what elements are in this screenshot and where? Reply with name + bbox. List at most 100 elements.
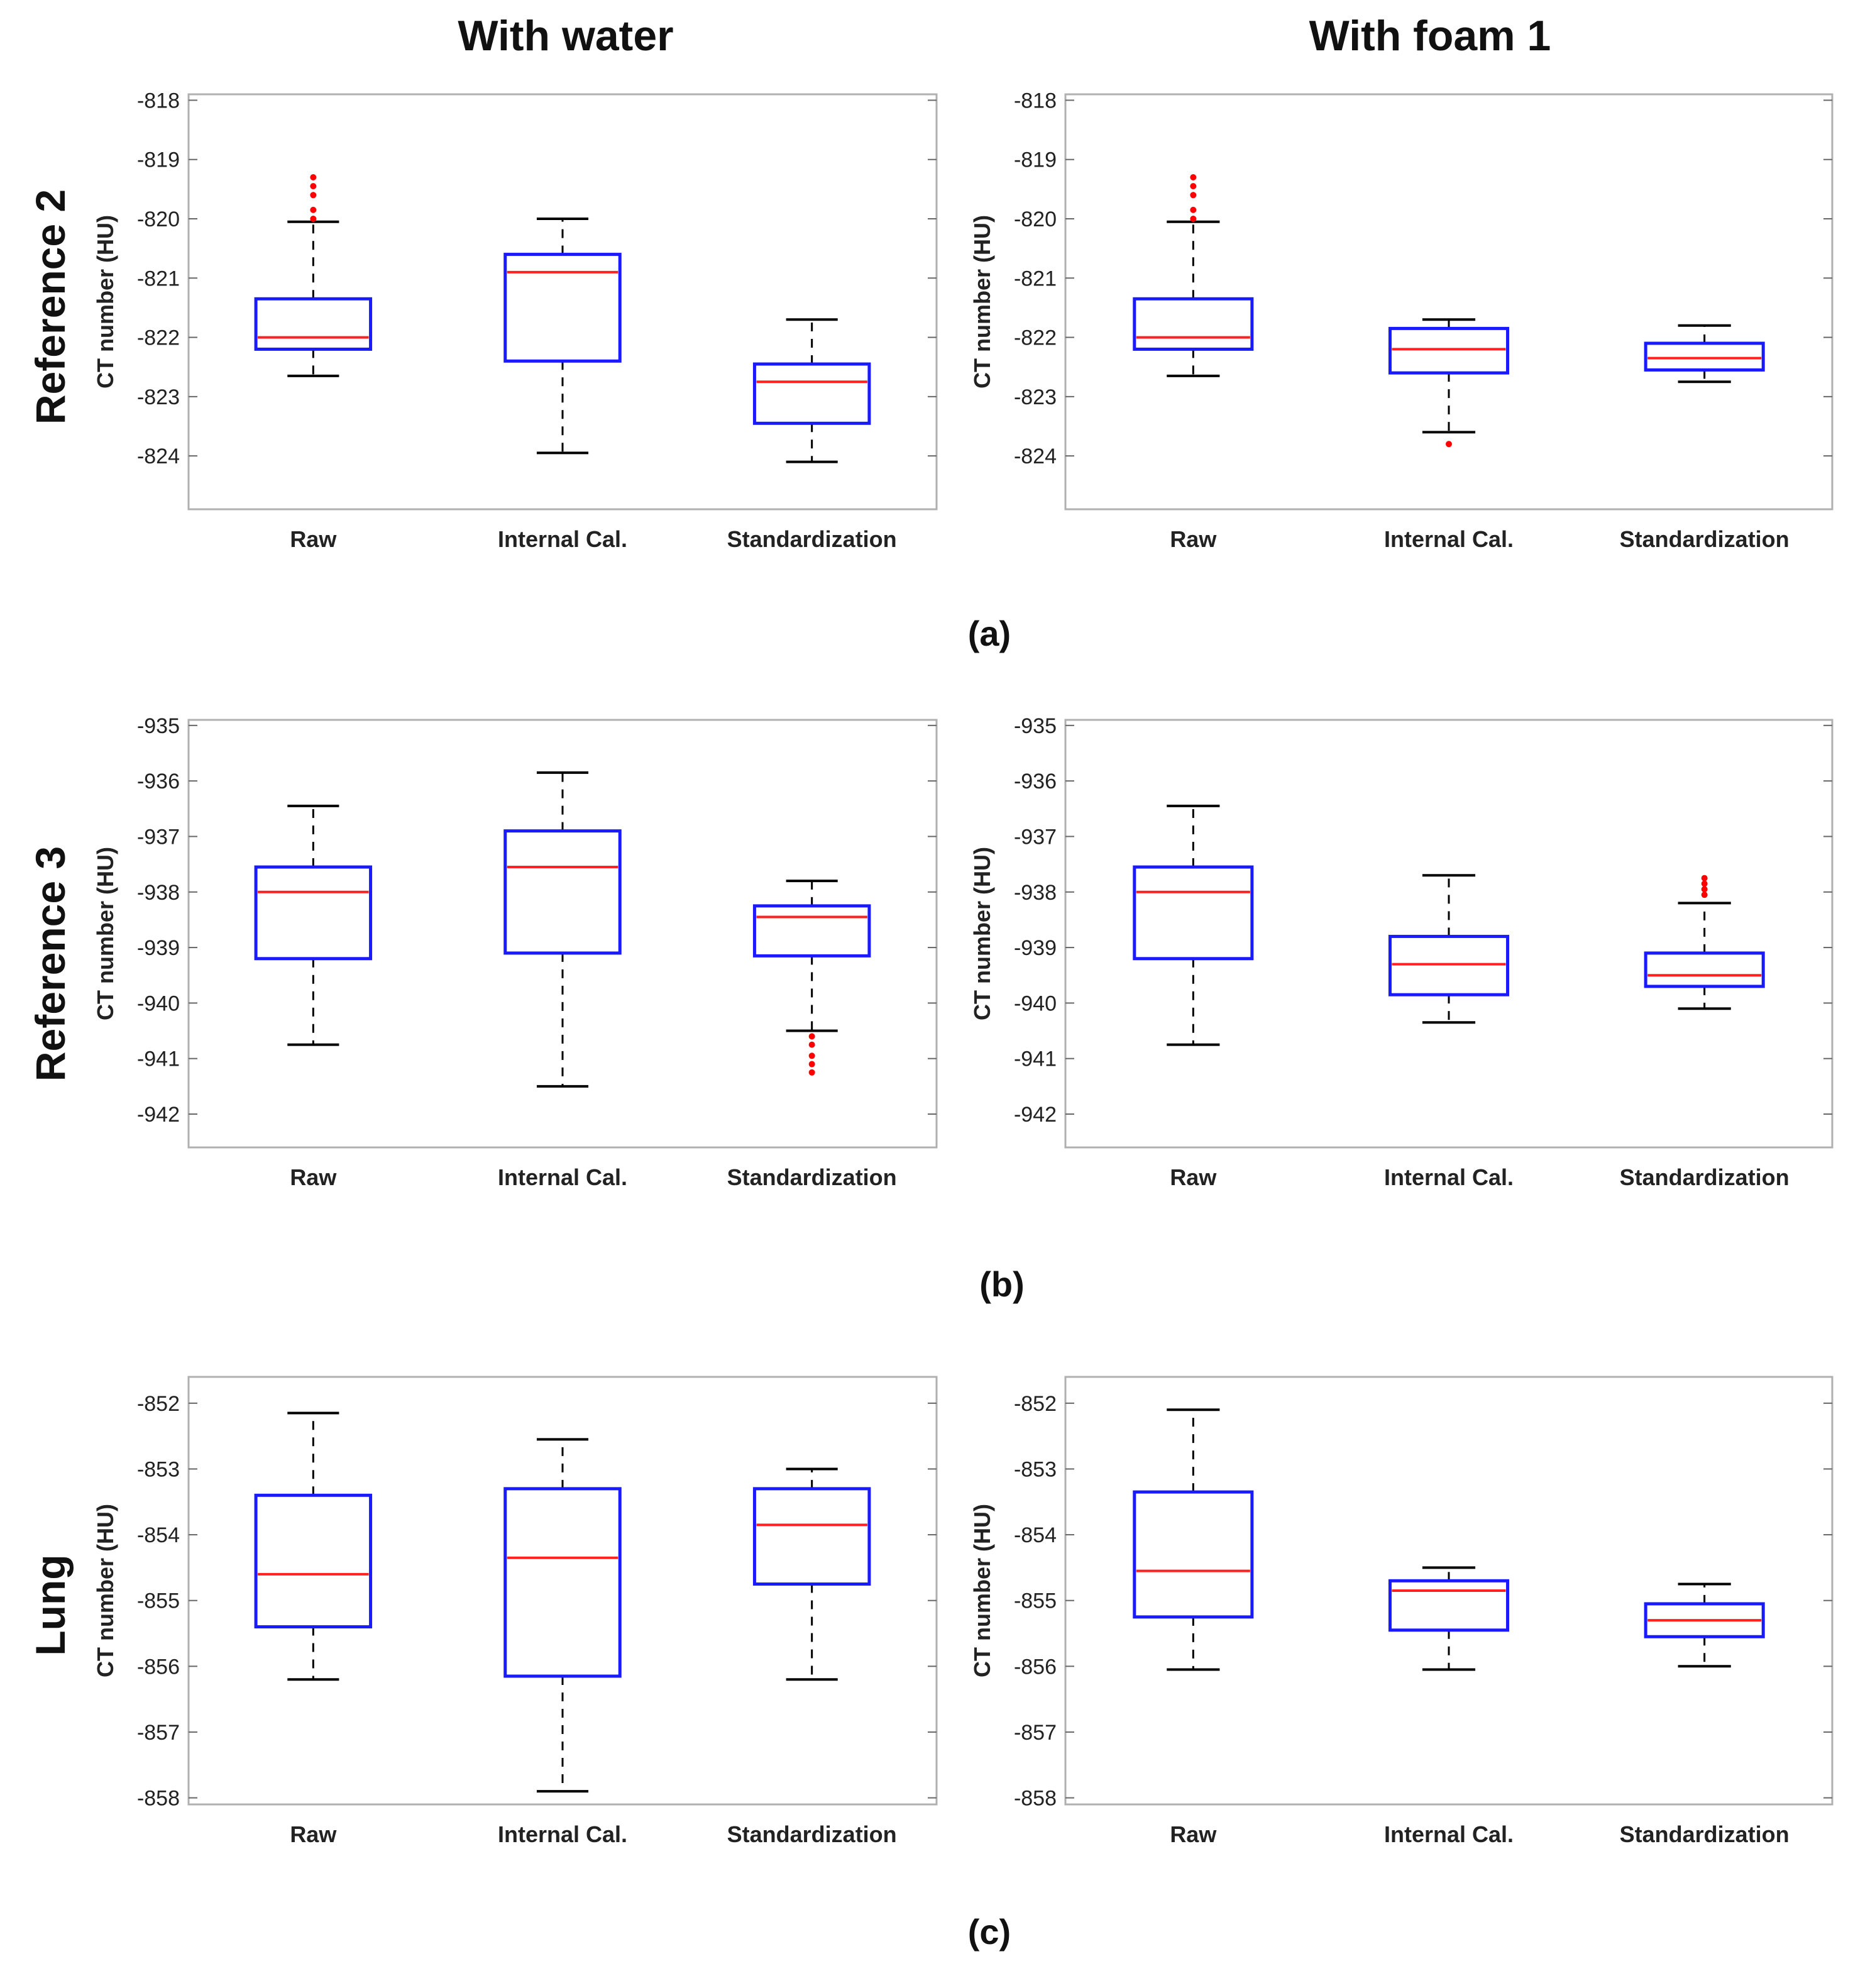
box-internal-cal [1388,318,1510,448]
x-category-label: Internal Cal. [498,1821,627,1847]
box-raw [254,1411,373,1681]
y-tick-label: -939 [1014,936,1057,960]
iqr-box [1644,341,1765,372]
iqr-box [1133,1490,1254,1619]
x-category-label: Standardization [727,526,897,552]
y-tick-label: -937 [1014,825,1057,849]
iqr-box [254,297,373,351]
iqr-box [1133,865,1254,961]
box-standardization [752,318,871,463]
y-tick-label: -941 [137,1047,180,1071]
box-standardization [752,880,871,1076]
y-tick-label: -857 [137,1721,180,1745]
iqr-box [1388,934,1510,997]
y-tick-label: -823 [137,385,180,409]
y-tick-label: -855 [137,1589,180,1613]
y-tick-label: -824 [137,445,180,468]
box-internal-cal [503,1438,622,1793]
y-tick-label: -940 [137,991,180,1015]
outlier-point [1190,174,1197,180]
outlier-point [310,216,317,222]
box-internal-cal [503,218,622,455]
box-standardization [752,1467,871,1681]
y-tick-label: -818 [137,89,180,113]
box-internal-cal [503,771,622,1088]
y-tick-label: -942 [137,1103,180,1127]
iqr-box [752,362,871,425]
x-category-label: Internal Cal. [498,526,627,552]
column-title-water: With water [458,12,674,60]
y-tick-label: -858 [137,1787,180,1811]
y-tick-label: -822 [1014,326,1057,350]
boxplot-chart-4: -935 -936 -937 -938 -939 -940 -941 -942 CT numbe… [969,714,1834,1190]
boxplot-chart-6: -852 -853 -854 -855 -856 -857 -858 CT number (H… [969,1376,1834,1847]
box-standardization [1644,1582,1765,1668]
y-tick-label: -823 [1014,385,1057,409]
outlier-point [1190,192,1197,199]
iqr-box [1388,1579,1510,1632]
column-title-foam: With foam 1 [1309,12,1551,60]
x-category-label: Internal Cal. [1384,1164,1514,1190]
outlier-point [310,192,317,199]
y-axis-label: CT number (HU) [92,215,118,389]
box-internal-cal [1388,874,1510,1024]
y-tick-label: -824 [1014,445,1057,468]
y-axis-label: CT number (HU) [969,847,995,1020]
iqr-box [752,904,871,958]
y-tick-label: -941 [1014,1047,1057,1071]
panel-label-c: (c) [967,1912,1011,1952]
y-axis-label: CT number (HU) [969,215,995,389]
outlier-point [808,1061,815,1068]
outlier-point [310,183,317,190]
y-tick-label: -857 [1014,1721,1057,1745]
y-tick-label: -820 [1014,207,1057,231]
iqr-box [1388,326,1510,375]
outlier-point [808,1041,815,1048]
panel-label-b: (b) [979,1264,1025,1304]
iqr-box [254,1493,373,1629]
y-tick-label: -818 [1014,89,1057,113]
iqr-box [254,865,373,961]
y-tick-label: -819 [137,148,180,172]
outlier-point [1446,441,1452,448]
x-category-label: Raw [290,1821,337,1847]
iqr-box [503,829,622,955]
outlier-point [1190,206,1197,213]
outlier-point [1701,886,1708,893]
y-tick-label: -936 [1014,770,1057,793]
outlier-point [1701,875,1708,881]
x-category-label: Standardization [1620,526,1790,552]
row-label-lung: Lung [27,1554,74,1656]
y-tick-label: -854 [137,1523,180,1547]
outlier-point [808,1033,815,1040]
x-category-label: Raw [1170,526,1217,552]
y-tick-label: -820 [137,207,180,231]
box-internal-cal [1388,1566,1510,1671]
y-axis-label: CT number (HU) [969,1504,995,1677]
boxplot-chart-3: -935 -936 -937 -938 -939 -940 -941 -942 CT numbe… [92,714,938,1190]
box-raw [254,174,373,377]
y-tick-label: -938 [137,881,180,905]
y-tick-label: -938 [1014,881,1057,905]
box-raw [1133,1408,1254,1671]
x-category-label: Internal Cal. [498,1164,627,1190]
y-tick-label: -822 [137,326,180,350]
outlier-point [1190,216,1197,222]
row-label-reference-3: Reference 3 [27,846,74,1082]
y-tick-label: -854 [1014,1523,1057,1547]
box-raw [254,804,373,1046]
box-raw [1133,174,1254,377]
x-category-label: Raw [290,1164,337,1190]
y-tick-label: -936 [137,770,180,793]
x-category-label: Raw [1170,1164,1217,1190]
y-axis-label: CT number (HU) [92,847,118,1020]
y-tick-label: -856 [1014,1655,1057,1679]
outlier-point [1701,880,1708,887]
outlier-point [310,206,317,213]
y-tick-label: -856 [137,1655,180,1679]
panel-label-a: (a) [967,614,1011,653]
y-tick-label: -942 [1014,1103,1057,1127]
y-tick-label: -821 [137,267,180,290]
outlier-point [1701,892,1708,898]
y-tick-label: -935 [1014,714,1057,738]
